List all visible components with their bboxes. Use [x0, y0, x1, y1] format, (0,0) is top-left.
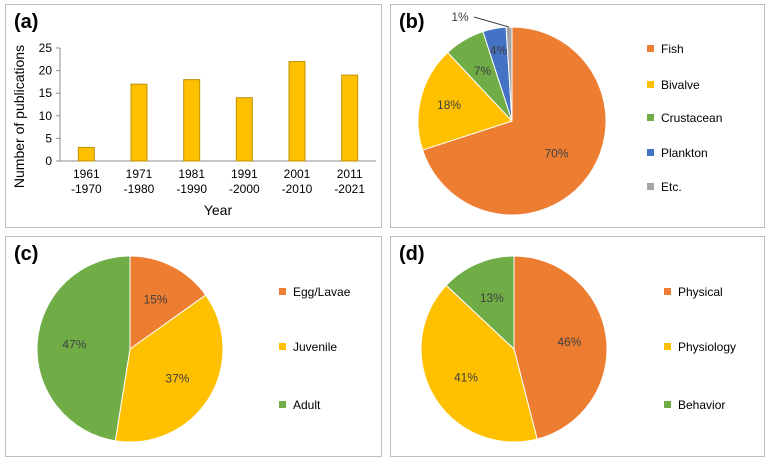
y-tick-label: 20	[39, 64, 53, 78]
slice-label: 37%	[165, 371, 189, 385]
bar	[77, 146, 95, 162]
bar	[235, 97, 253, 162]
panel-a: (a) 0 5 10 15 20 25 1961 -1970 1971 -1980 1981 -199…	[5, 4, 382, 228]
pie-slice	[114, 294, 224, 443]
slice-label: 13%	[480, 291, 504, 305]
bar-chart-publications: 0 5 10 15 20 25 1961 -1970 1971 -1980 1981 -1990 199…	[11, 41, 376, 218]
legend-swatch	[647, 183, 654, 190]
pie-slice	[420, 284, 538, 443]
panel-d-label: (d)	[399, 243, 425, 265]
legend-label: Fish	[661, 42, 684, 56]
pie-slice	[417, 51, 513, 151]
slice-label: 7%	[474, 64, 492, 78]
x-tick-label: 1961 -1970	[71, 167, 102, 196]
legend-label: Adult	[293, 398, 321, 412]
legend-label: Etc.	[661, 180, 682, 194]
slice-label: 46%	[557, 335, 581, 349]
legend-swatch	[279, 401, 286, 408]
panel-c-label: (c)	[14, 243, 39, 265]
bar	[183, 79, 201, 162]
y-tick-label: 25	[39, 41, 53, 55]
panel-b-label: (b)	[399, 11, 425, 33]
x-tick-label: 1991 -2000	[229, 167, 260, 196]
legend-label: Plankton	[661, 146, 708, 160]
pie-chart-life-stage: 15% 37% 47% Egg/Lavae Juvenile Adult	[36, 255, 351, 443]
pie-chart-species: 70% 18% 7% 4% 1% Fish Bivalve Crustacean Plankto…	[417, 10, 722, 216]
legend-label: Juvenile	[293, 340, 337, 354]
panel-b: (b) 70% 18% 7% 4% 1% Fish Bivalve Crustacean Pla…	[390, 4, 765, 228]
slice-label: 41%	[454, 370, 478, 384]
slice-label: 18%	[437, 98, 461, 112]
panel-c: (c) 15% 37% 47% Egg/Lavae Juvenile Adult	[5, 236, 382, 457]
legend-swatch	[664, 288, 671, 295]
panel-a-label: (a)	[14, 11, 39, 33]
pie-slice	[36, 255, 131, 442]
legend-swatch	[664, 343, 671, 350]
slice-label: 1%	[451, 10, 469, 24]
legend-label: Behavior	[678, 398, 725, 412]
slice-label: 47%	[62, 338, 86, 352]
legend-swatch	[279, 288, 286, 295]
callout-line	[473, 16, 510, 28]
x-tick-label: 2011 -2021	[334, 167, 365, 196]
pie-slice	[513, 255, 608, 440]
slice-label: 70%	[544, 146, 568, 160]
y-tick-label: 15	[39, 86, 53, 100]
legend-swatch	[647, 149, 654, 156]
pie-slice	[129, 255, 207, 350]
pie-slice	[445, 255, 515, 351]
bar	[130, 83, 148, 162]
legend-swatch	[647, 45, 654, 52]
y-tick-label: 5	[45, 131, 52, 145]
y-axis-title: Number of publications	[11, 45, 27, 188]
legend-label: Crustacean	[661, 111, 722, 125]
slice-label: 15%	[144, 292, 168, 306]
slice-label: 4%	[490, 43, 508, 57]
pie-slice	[505, 26, 513, 122]
y-tick-label: 0	[45, 154, 52, 168]
legend-swatch	[647, 81, 654, 88]
legend-label: Egg/Lavae	[293, 285, 351, 299]
x-axis-title: Year	[204, 202, 233, 218]
legend-swatch	[664, 401, 671, 408]
legend-swatch	[647, 114, 654, 121]
bar	[341, 74, 359, 162]
pie-chart-response: 46% 41% 13% Physical Physiology Behavior	[420, 255, 736, 443]
legend-label: Bivalve	[661, 78, 700, 92]
y-tick-label: 10	[39, 109, 53, 123]
pie-slice	[421, 26, 607, 216]
legend-label: Physiology	[678, 340, 736, 354]
bar	[288, 61, 306, 162]
legend-swatch	[279, 343, 286, 350]
x-tick-label: 1981 -1990	[176, 167, 207, 196]
x-tick-label: 2001 -2010	[282, 167, 313, 196]
panel-d: (d) 46% 41% 13% Physical Physiology Behavior	[390, 236, 765, 457]
x-tick-label: 1971 -1980	[124, 167, 155, 196]
legend-label: Physical	[678, 285, 723, 299]
